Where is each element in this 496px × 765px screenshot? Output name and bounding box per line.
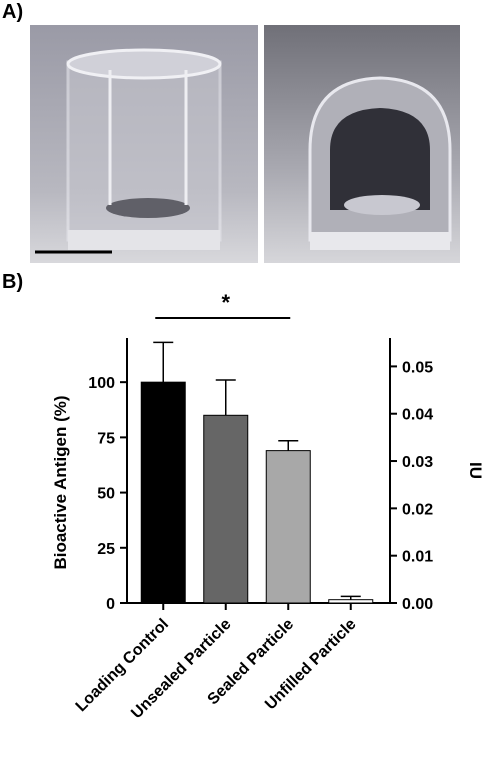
y-tick-label: 75: [97, 430, 115, 447]
photo-sealed-particle: [264, 25, 460, 263]
y2-tick-label: 0.00: [402, 596, 433, 613]
y-axis-label: Bioactive Antigen (%): [51, 395, 70, 569]
bar: [265, 450, 311, 604]
bar: [203, 414, 249, 604]
significance-label: *: [221, 290, 230, 315]
y-tick-label: 25: [97, 541, 115, 558]
bar: [328, 599, 374, 604]
y-tick-label: 0: [106, 596, 115, 613]
panel-label: B): [2, 271, 23, 293]
y2-tick-label: 0.05: [402, 359, 433, 376]
photo-open-particle: [30, 25, 258, 263]
y2-tick-label: 0.01: [402, 549, 433, 566]
y-tick-label: 50: [97, 486, 115, 503]
panel-label: A): [2, 1, 23, 23]
y-tick-label: 100: [88, 375, 115, 392]
y2-tick-label: 0.04: [402, 407, 433, 424]
y2-tick-label: 0.03: [402, 454, 433, 471]
y2-tick-label: 0.02: [402, 501, 433, 518]
y2-axis-label: IU: [466, 462, 485, 479]
bar: [140, 381, 186, 604]
